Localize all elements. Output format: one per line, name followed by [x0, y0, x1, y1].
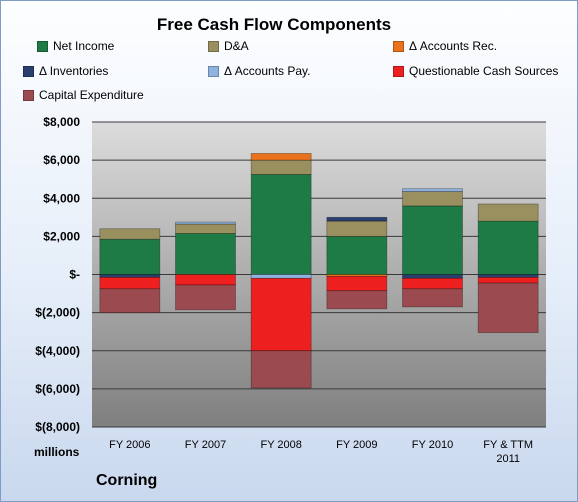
- legend-swatch-accounts-rec: [393, 40, 404, 52]
- y-tick-label: $4,000: [43, 191, 80, 205]
- legend-item-questionable: Questionable Cash Sources: [393, 64, 558, 78]
- bar-segment: [175, 274, 236, 286]
- bar-segment: [326, 235, 388, 275]
- legend-item-accounts-rec: Δ Accounts Rec.: [393, 39, 497, 53]
- bar-segment: [402, 274, 463, 279]
- bar-segment: [477, 276, 539, 284]
- legend-swatch-da: [208, 40, 219, 52]
- legend-item-inventories: Δ Inventories: [23, 64, 108, 78]
- y-tick-label: $-: [69, 268, 80, 282]
- bar-segment: [250, 277, 312, 352]
- legend-label: D&A: [224, 39, 249, 53]
- bar-segment: [175, 233, 236, 275]
- y-tick-label: $8,000: [43, 115, 80, 129]
- unit-label: millions: [34, 445, 80, 459]
- legend-label: Δ Accounts Rec.: [409, 39, 498, 53]
- legend-label: Questionable Cash Sources: [409, 64, 559, 78]
- legend-swatch-capex: [23, 89, 34, 101]
- x-tick-label: FY 2009: [336, 439, 377, 451]
- legend-item-capex: Capital Expenditure: [23, 88, 144, 102]
- bar-segment: [99, 274, 161, 278]
- y-tick-label: $(6,000): [35, 382, 80, 396]
- y-tick-label: $(4,000): [35, 344, 80, 358]
- legend-label: Δ Accounts Pay.: [224, 64, 311, 78]
- legend-item-net-income: Net Income: [37, 39, 114, 53]
- legend-label: Capital Expenditure: [39, 88, 144, 102]
- bar-segment: [326, 290, 388, 310]
- bar-segment: [326, 220, 388, 237]
- x-tick-label: FY & TTM 2011: [483, 439, 533, 465]
- bar-segment: [402, 288, 463, 308]
- y-tick-label: $(8,000): [35, 420, 80, 434]
- legend-label: Δ Inventories: [39, 64, 109, 78]
- legend-swatch-net-income: [37, 40, 48, 52]
- y-tick-label: $2,000: [43, 229, 80, 243]
- bar-segment: [477, 274, 539, 278]
- bar-segment: [175, 284, 236, 311]
- bar-segment: [477, 203, 539, 222]
- bar-segment: [250, 159, 312, 175]
- bar-segment: [175, 223, 236, 234]
- bar-segment: [99, 276, 161, 290]
- y-tick-label: $(2,000): [35, 306, 80, 320]
- bar-segment: [99, 228, 161, 240]
- bar-segment: [402, 191, 463, 207]
- legend-swatch-accounts-pay: [208, 65, 219, 77]
- bar-segment: [402, 188, 463, 192]
- legend-item-accounts-pay: Δ Accounts Pay.: [208, 64, 311, 78]
- legend-item-da: D&A: [208, 39, 249, 53]
- x-tick-label: FY 2007: [185, 439, 226, 451]
- legend-label: Net Income: [53, 39, 115, 53]
- legend-swatch-inventories: [23, 65, 34, 77]
- y-tick-label: $6,000: [43, 153, 80, 167]
- bar-segment: [175, 221, 236, 225]
- x-tick-label: FY 2008: [260, 439, 301, 451]
- bar-segment: [250, 153, 312, 161]
- bar-segment: [477, 220, 539, 275]
- bar-segment: [250, 274, 312, 279]
- bar-segment: [99, 238, 161, 275]
- bar-segment: [99, 288, 161, 314]
- chart-title: Free Cash Flow Components: [156, 15, 392, 34]
- bar-segment: [250, 350, 312, 389]
- bar-segment: [250, 174, 312, 275]
- bar-segment: [477, 282, 539, 334]
- bar-segment: [402, 205, 463, 275]
- legend-swatch-questionable: [393, 65, 404, 77]
- x-tick-label: FY 2010: [412, 439, 453, 451]
- company-label: Corning: [96, 472, 158, 489]
- bar-segment: [402, 277, 463, 290]
- x-tick-label: FY 2006: [109, 439, 150, 451]
- bar-segment: [326, 276, 388, 292]
- bar-segment: [326, 216, 388, 222]
